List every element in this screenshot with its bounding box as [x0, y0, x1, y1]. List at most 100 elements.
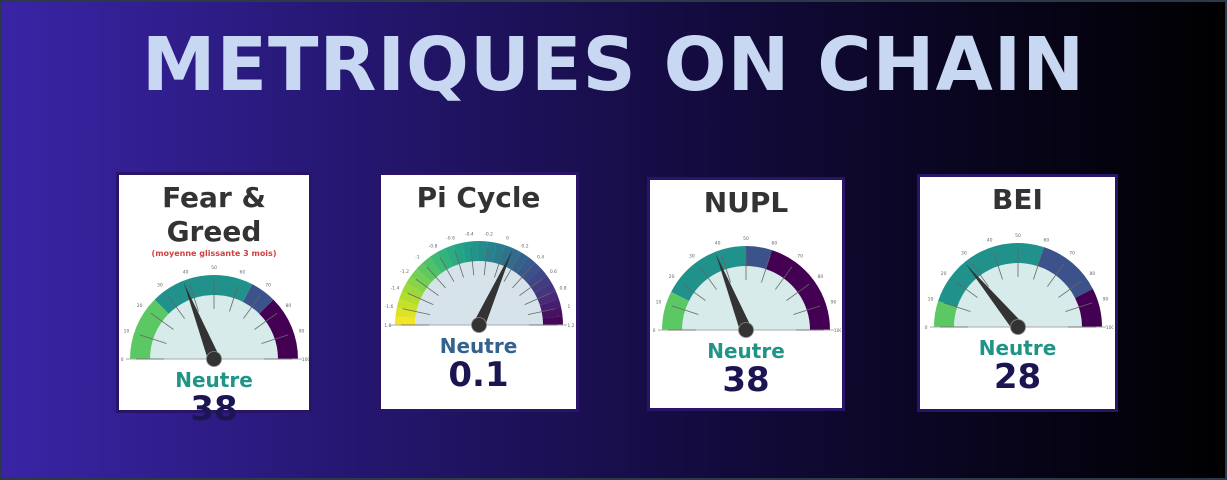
gauge-band [533, 283, 556, 300]
gauge-tick [954, 280, 978, 298]
gauge-tick-label: -0.8 [428, 243, 437, 249]
gauge-tick-label: 40 [715, 241, 721, 247]
gauge-tick [139, 334, 167, 344]
gauge-tick-label: 90 [1102, 297, 1108, 303]
gauge-tick [439, 257, 454, 282]
gauge-tick-label: 70 [265, 283, 271, 289]
gauge-tick-label: 40 [986, 238, 992, 244]
gauge-tick-label: 0 [121, 357, 124, 363]
gauge-tick [261, 334, 289, 344]
gauge-tick [793, 305, 821, 315]
gauge-band [541, 307, 563, 319]
gauge-tick [150, 312, 174, 330]
gauge-tick [167, 295, 185, 319]
gauge-band [516, 257, 535, 278]
gauge-tick-label: 70 [797, 254, 803, 260]
gauge-tick-label: 0 [653, 328, 656, 334]
gauge-tick [775, 266, 793, 290]
gauge-band [478, 241, 488, 262]
gauge-band [394, 307, 416, 319]
metric-value: 38 [722, 360, 770, 400]
gauge-tick-label: 0.8 [559, 286, 566, 292]
gauge-fear-greed: 0 10 20 30 40 50 60 70 80 90 100 [121, 265, 309, 367]
gauge-tick [682, 283, 706, 301]
gauge-tick-label: 20 [940, 271, 946, 277]
gauge-tick-label: -1.8 [384, 323, 392, 329]
gauge-band [452, 242, 466, 265]
gauge-tick [943, 302, 971, 312]
gauge-tick [518, 278, 542, 296]
card-title: NUPL [703, 186, 789, 219]
gauge-tick [426, 266, 446, 289]
gauge-tick [524, 292, 550, 306]
metric-value: 28 [993, 357, 1042, 397]
gauge-tick-label: 50 [743, 236, 749, 242]
gauge-tick [254, 312, 278, 330]
card-nupl: NUPL 0 10 20 30 40 50 60 70 80 90 100 Neutre 38 [647, 177, 845, 411]
gauge-tick-label: -1 [415, 255, 420, 261]
gauge-tick [503, 257, 518, 282]
gauge-tick-label: 100 [1105, 325, 1112, 331]
gauge-needle [965, 263, 1023, 331]
gauge-tick-label: 30 [157, 283, 163, 289]
gauge-band [130, 299, 169, 359]
gauge-band [504, 248, 521, 270]
gauge-tick [469, 247, 474, 276]
gauge-band [746, 246, 772, 270]
gauge-tick-label: 30 [961, 251, 967, 257]
gauge-nupl: 0 10 20 30 40 50 60 70 80 90 100 [653, 236, 841, 338]
gauge-tick-label: 30 [689, 254, 695, 260]
gauge-tick [993, 252, 1003, 280]
gauge-tick-label: 0.6 [549, 269, 556, 275]
gauge-band [671, 246, 746, 301]
gauge-face [682, 266, 810, 330]
gauge-tick [402, 308, 430, 315]
gauge-band [444, 245, 459, 267]
gauge-tick-label: 50 [1015, 233, 1021, 239]
gauge-tick-label: 100 [834, 328, 841, 334]
card-title: Pi Cycle [416, 181, 541, 214]
gauge-band [937, 243, 1044, 308]
card-title: Fear & Greed [162, 181, 266, 248]
gauge-tick [527, 308, 555, 315]
gauge-tick [415, 278, 439, 296]
gauge-tick-label: 10 [656, 300, 662, 306]
gauge-band [396, 298, 418, 312]
gauge-band [1037, 247, 1093, 298]
gauge-pi-cycle: -1.8 -1.6 -1.4 -1.2 -1 -0.8 -0.6 -0.4 -0.2 0 0.2 0.… [384, 232, 574, 333]
gauge-needle [715, 253, 752, 333]
gauge-band [539, 299, 561, 312]
status-label: Neutre [978, 336, 1057, 360]
gauge-band [526, 268, 547, 288]
gauge-tick [243, 295, 261, 319]
gauge-band [498, 245, 513, 267]
gauge-needle-hub [206, 351, 222, 367]
gauge-tick [407, 292, 433, 306]
gauge-tick [493, 250, 503, 278]
gauge-tick [229, 284, 239, 312]
gauge-band [536, 290, 559, 306]
gauge-band [429, 252, 447, 274]
gauge-tick-label: -0.2 [484, 232, 493, 238]
gauge-tick-label: 20 [137, 303, 143, 309]
gauge-band [510, 252, 528, 274]
gauge-tick-label: 70 [1069, 251, 1075, 257]
status-label: Neutre [439, 334, 518, 358]
gauge-tick [189, 284, 199, 312]
status-label: Neutre [707, 339, 785, 363]
gauge-tick-label: -1.4 [390, 286, 399, 292]
gauge-tick [1032, 252, 1042, 280]
gauge-face [953, 263, 1082, 327]
gauge-tick [1064, 302, 1092, 312]
gauge-tick [671, 305, 699, 315]
card-subtitle: (moyenne glissante 3 mois) [151, 249, 277, 258]
gauge-band [485, 241, 497, 263]
gauge-tick-label: 50 [211, 265, 217, 271]
gauge-needle [473, 250, 512, 328]
card-subtitle [650, 220, 842, 230]
gauge-needle-hub [738, 322, 754, 338]
gauge-tick [511, 266, 531, 289]
gauge-tick-label: 80 [286, 303, 292, 309]
gauge-tick-label: -0.6 [446, 236, 455, 242]
gauge-tick-label: 60 [240, 270, 246, 276]
